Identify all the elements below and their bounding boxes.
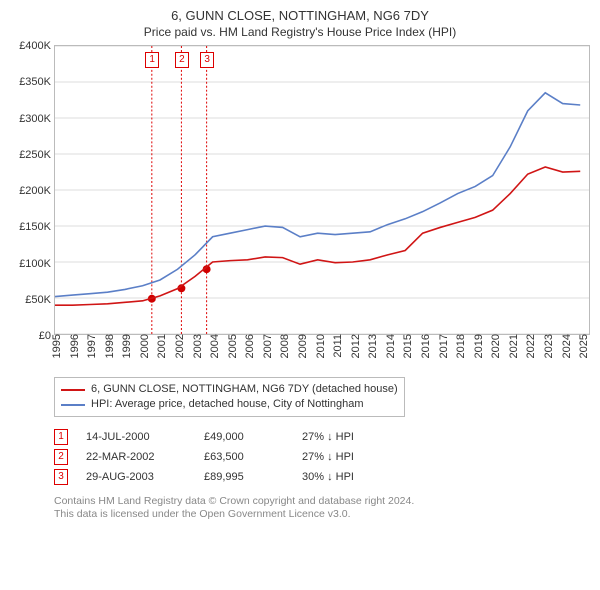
x-tick-label: 2023 bbox=[539, 334, 555, 358]
chart-area: £0£50K£100K£150K£200K£250K£300K£350K£400… bbox=[54, 45, 590, 335]
legend-row-price-paid: 6, GUNN CLOSE, NOTTINGHAM, NG6 7DY (deta… bbox=[61, 382, 398, 397]
x-tick-label: 2022 bbox=[521, 334, 537, 358]
tx-delta: 27% ↓ HPI bbox=[302, 447, 354, 467]
x-tick-label: 2005 bbox=[223, 334, 239, 358]
tx-price: £89,995 bbox=[204, 467, 284, 487]
y-tick-label: £200K bbox=[19, 185, 55, 197]
x-tick-label: 1996 bbox=[65, 334, 81, 358]
tx-index-box: 2 bbox=[54, 449, 68, 465]
tx-row: 1 14-JUL-2000 £49,000 27% ↓ HPI bbox=[54, 427, 590, 447]
x-tick-label: 1998 bbox=[100, 334, 116, 358]
x-tick-label: 2019 bbox=[469, 334, 485, 358]
x-tick-label: 2012 bbox=[346, 334, 362, 358]
transactions-table: 1 14-JUL-2000 £49,000 27% ↓ HPI 2 22-MAR-2002… bbox=[54, 427, 590, 487]
tx-price: £49,000 bbox=[204, 427, 284, 447]
tx-marker-box: 1 bbox=[145, 52, 159, 68]
tx-marker-box: 2 bbox=[175, 52, 189, 68]
x-tick-label: 2024 bbox=[557, 334, 573, 358]
tx-date: 22-MAR-2002 bbox=[86, 447, 186, 467]
x-tick-label: 2021 bbox=[504, 334, 520, 358]
y-tick-label: £300K bbox=[19, 113, 55, 125]
x-tick-label: 2018 bbox=[451, 334, 467, 358]
x-tick-label: 2004 bbox=[205, 334, 221, 358]
footer: Contains HM Land Registry data © Crown c… bbox=[54, 495, 590, 521]
legend-label-price-paid: 6, GUNN CLOSE, NOTTINGHAM, NG6 7DY (deta… bbox=[91, 382, 398, 397]
x-tick-label: 1997 bbox=[82, 334, 98, 358]
tx-delta: 30% ↓ HPI bbox=[302, 467, 354, 487]
x-tick-label: 2007 bbox=[258, 334, 274, 358]
tx-index-box: 3 bbox=[54, 469, 68, 485]
x-tick-label: 2017 bbox=[434, 334, 450, 358]
x-tick-label: 2015 bbox=[398, 334, 414, 358]
x-tick-label: 2010 bbox=[311, 334, 327, 358]
tx-delta: 27% ↓ HPI bbox=[302, 427, 354, 447]
x-tick-label: 2008 bbox=[275, 334, 291, 358]
legend-row-hpi: HPI: Average price, detached house, City… bbox=[61, 397, 398, 412]
x-tick-label: 2000 bbox=[135, 334, 151, 358]
x-tick-label: 2011 bbox=[328, 334, 344, 358]
x-tick-label: 1995 bbox=[47, 334, 63, 358]
footer-line-1: Contains HM Land Registry data © Crown c… bbox=[54, 495, 590, 508]
x-tick-label: 2006 bbox=[240, 334, 256, 358]
tx-date: 14-JUL-2000 bbox=[86, 427, 186, 447]
x-tick-label: 2025 bbox=[574, 334, 590, 358]
x-tick-label: 2014 bbox=[381, 334, 397, 358]
legend-swatch-price-paid bbox=[61, 389, 85, 391]
tx-row: 3 29-AUG-2003 £89,995 30% ↓ HPI bbox=[54, 467, 590, 487]
tx-date: 29-AUG-2003 bbox=[86, 467, 186, 487]
x-tick-label: 2013 bbox=[363, 334, 379, 358]
x-tick-label: 2016 bbox=[416, 334, 432, 358]
legend-swatch-hpi bbox=[61, 404, 85, 406]
y-tick-label: £150K bbox=[19, 221, 55, 233]
chart-title: 6, GUNN CLOSE, NOTTINGHAM, NG6 7DY bbox=[10, 8, 590, 23]
tx-marker-box: 3 bbox=[200, 52, 214, 68]
x-tick-label: 1999 bbox=[117, 334, 133, 358]
x-tick-label: 2003 bbox=[188, 334, 204, 358]
footer-line-2: This data is licensed under the Open Gov… bbox=[54, 508, 590, 521]
y-tick-label: £100K bbox=[19, 258, 55, 270]
x-tick-label: 2020 bbox=[486, 334, 502, 358]
y-tick-label: £400K bbox=[19, 40, 55, 52]
x-tick-label: 2002 bbox=[170, 334, 186, 358]
chart-svg bbox=[55, 46, 589, 334]
legend: 6, GUNN CLOSE, NOTTINGHAM, NG6 7DY (deta… bbox=[54, 377, 405, 417]
x-tick-label: 2009 bbox=[293, 334, 309, 358]
chart-header: 6, GUNN CLOSE, NOTTINGHAM, NG6 7DY Price… bbox=[10, 8, 590, 39]
legend-label-hpi: HPI: Average price, detached house, City… bbox=[91, 397, 364, 412]
tx-index-box: 1 bbox=[54, 429, 68, 445]
y-tick-label: £250K bbox=[19, 149, 55, 161]
y-tick-label: £350K bbox=[19, 76, 55, 88]
chart-outer: £0£50K£100K£150K£200K£250K£300K£350K£400… bbox=[54, 45, 590, 335]
tx-price: £63,500 bbox=[204, 447, 284, 467]
y-tick-label: £50K bbox=[25, 294, 55, 306]
x-tick-label: 2001 bbox=[152, 334, 168, 358]
chart-subtitle: Price paid vs. HM Land Registry's House … bbox=[10, 25, 590, 39]
tx-row: 2 22-MAR-2002 £63,500 27% ↓ HPI bbox=[54, 447, 590, 467]
